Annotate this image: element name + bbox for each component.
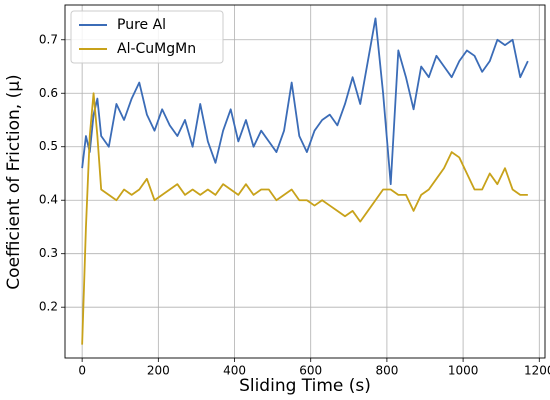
- y-tick-label: 0.2: [39, 300, 58, 314]
- y-tick-label: 0.6: [39, 86, 58, 100]
- legend-label: Pure Al: [117, 17, 166, 33]
- x-tick-label: 0: [78, 364, 86, 378]
- plot-frame: [64, 4, 546, 359]
- data-line: [81, 17, 529, 186]
- y-tick-label: 0.5: [39, 139, 58, 153]
- x-tick-label: 800: [375, 364, 398, 378]
- x-tick-label: 400: [223, 364, 246, 378]
- y-axis-title: Coefficient of Friction, (μ): [4, 74, 24, 289]
- x-tick-label: 200: [147, 364, 170, 378]
- y-tick-label: 0.3: [39, 246, 58, 260]
- legend-label: Al-CuMgMn: [117, 41, 196, 57]
- x-axis-title: Sliding Time (s): [239, 376, 371, 396]
- legend-box: [70, 10, 224, 64]
- x-tick-label: 1000: [448, 364, 479, 378]
- y-tick-label: 0.4: [39, 193, 58, 207]
- x-tick-label: 600: [299, 364, 322, 378]
- data-line: [81, 92, 528, 345]
- y-tick-label: 0.7: [39, 32, 58, 46]
